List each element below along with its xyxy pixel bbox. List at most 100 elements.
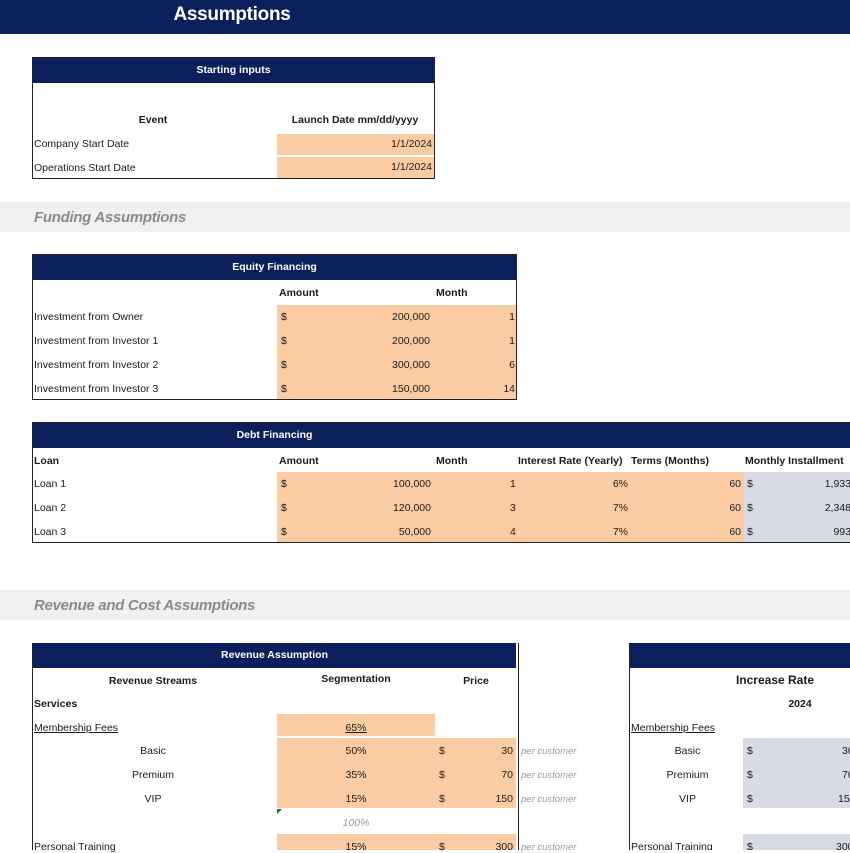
tier-price[interactable]: 70 [501,769,513,781]
tier-unit: per customer [521,746,577,757]
increase-value: 30 [842,745,850,757]
equity-header: Equity Financing [33,255,516,280]
equity-financing-table: Equity Financing Amount Month Investment… [32,254,517,400]
title-bar: Assumptions [0,0,850,34]
revenue-header: Revenue Assumption [33,643,516,668]
loan-rate[interactable]: 6% [612,478,628,490]
loan-installment: 1,933 [824,478,850,490]
tier-label: VIP [144,793,162,805]
currency-symbol: $ [747,502,753,514]
revenue-section-title: Revenue and Cost Assumptions [34,597,256,614]
loan-terms[interactable]: 60 [729,478,741,490]
equity-row-label: Investment from Owner [34,311,144,323]
tier-segmentation[interactable]: 15% [345,793,367,805]
currency-symbol: $ [281,359,287,371]
currency-symbol: $ [747,526,753,538]
tier-label: Premium [666,769,709,781]
currency-symbol: $ [281,383,287,395]
tier-label: VIP [679,793,696,805]
equity-row-label: Investment from Investor 1 [34,335,159,347]
year-label: 2024 [788,698,812,710]
currency-symbol: $ [281,478,287,490]
operations-start-date: 1/1/2024 [391,161,432,173]
loan-label: Loan 1 [34,478,67,490]
currency-symbol: $ [747,478,753,490]
col-interest-rate: Interest Rate (Yearly) [518,455,623,467]
segmentation-total: 100% [342,817,370,829]
tier-label: Basic [140,745,166,757]
tier-segmentation[interactable]: 35% [345,769,367,781]
equity-input-area [277,305,516,399]
equity-month[interactable]: 1 [509,311,515,323]
loan-rate[interactable]: 7% [612,526,628,538]
equity-month[interactable]: 14 [503,383,515,395]
equity-row-label: Investment from Investor 2 [34,359,159,371]
increase-value: 150 [838,793,850,805]
equity-amount[interactable]: 200,000 [392,335,430,347]
currency-symbol: $ [747,793,753,805]
tier-price[interactable]: 30 [501,745,513,757]
currency-symbol: $ [747,769,753,781]
equity-month[interactable]: 6 [509,359,515,371]
increase-value: 70 [842,769,850,781]
increase-rate-table: Increase Rate 2024 Membership Fees Basic… [629,643,850,850]
currency-symbol: $ [439,793,445,805]
membership-seg-cell[interactable] [277,714,435,736]
company-start-date: 1/1/2024 [391,138,432,150]
loan-terms[interactable]: 60 [729,526,741,538]
tier-segmentation[interactable]: 50% [345,745,367,757]
installment-calculated-area [744,472,850,542]
increase-value: 300 [836,841,850,850]
loan-rate[interactable]: 7% [612,502,628,514]
increase-pt-area [743,834,850,850]
loan-terms[interactable]: 60 [729,502,741,514]
funding-section-bar: Funding Assumptions [0,202,850,232]
tier-input-area [277,738,516,808]
currency-symbol: $ [281,502,287,514]
debt-financing-table: Debt Financing Loan Amount Month Interes… [32,422,850,543]
col-amount: Amount [279,287,319,299]
loan-amount[interactable]: 50,000 [398,526,431,538]
loan-month[interactable]: 1 [510,478,516,490]
row-label: Company Start Date [34,138,130,150]
equity-row-label: Investment from Investor 3 [34,383,159,395]
personal-training-unit: per customer [521,842,577,853]
loan-amount[interactable]: 120,000 [393,502,431,514]
col-segmentation: Segmentation [321,673,391,685]
starting-inputs-table: Starting inputs Event Launch Date mm/dd/… [32,57,435,179]
loan-month[interactable]: 3 [510,502,516,514]
company-start-date-cell[interactable]: 1/1/2024 [277,134,434,155]
page-title: Assumptions [173,4,291,25]
tier-label: Basic [674,745,701,757]
col-increase-rate: Increase Rate [735,673,815,687]
loan-label: Loan 2 [34,502,67,514]
tier-label: Premium [131,769,174,781]
personal-training-price[interactable]: 300 [495,841,513,853]
currency-symbol: $ [439,841,445,853]
equity-amount[interactable]: 300,000 [392,359,430,371]
currency-symbol: $ [747,841,753,850]
tier-unit: per customer [521,770,577,781]
col-installment: Monthly Installment [745,455,844,467]
equity-amount[interactable]: 150,000 [392,383,430,395]
membership-fees-label: Membership Fees [34,722,119,734]
personal-training-label: Personal Training [631,841,713,850]
membership-fees-label: Membership Fees [631,722,716,734]
loan-label: Loan 3 [34,526,67,538]
loan-month[interactable]: 4 [510,526,516,538]
currency-symbol: $ [439,745,445,757]
col-price: Price [463,675,489,687]
col-event: Event [138,114,168,126]
personal-training-segmentation[interactable]: 15% [345,841,367,853]
equity-amount[interactable]: 200,000 [392,311,430,323]
currency-symbol: $ [439,769,445,781]
loan-installment: 993 [833,526,850,538]
services-group-label: Services [34,698,78,710]
loan-amount[interactable]: 100,000 [393,478,431,490]
debt-header-bar: Debt Financing [33,423,850,448]
currency-symbol: $ [281,335,287,347]
personal-training-label: Personal Training [34,841,116,853]
equity-month[interactable]: 1 [509,335,515,347]
operations-start-date-cell[interactable]: 1/1/2024 [277,157,434,178]
tier-price[interactable]: 150 [495,793,513,805]
